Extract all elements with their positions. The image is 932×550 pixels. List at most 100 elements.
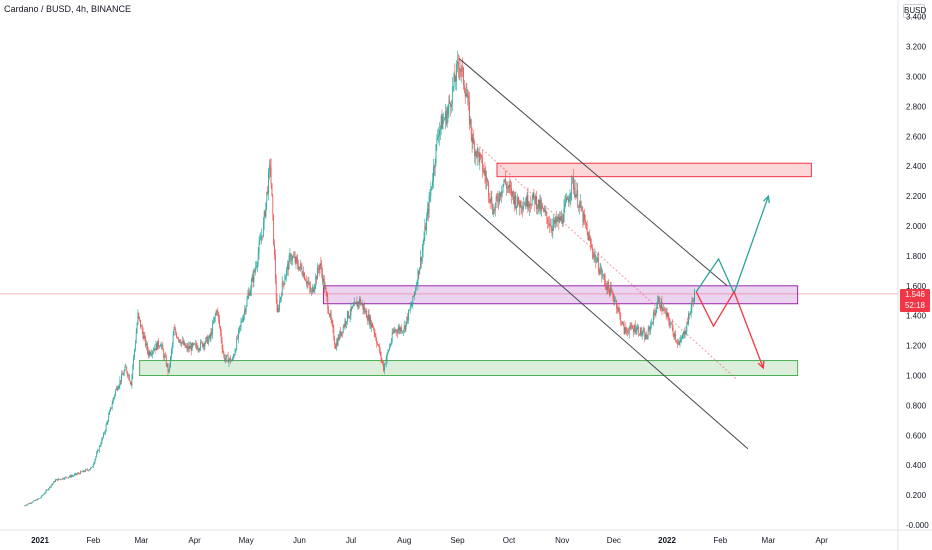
candle-body <box>682 331 684 335</box>
candle-body <box>422 244 424 251</box>
candle-body <box>286 268 287 277</box>
candle-body <box>565 201 567 203</box>
currency-badge[interactable]: BUSD <box>903 4 926 18</box>
candle-body <box>680 339 682 341</box>
candle-body <box>314 285 316 290</box>
candle-body <box>246 298 248 307</box>
candle-body <box>67 477 68 479</box>
candle-body <box>32 501 34 503</box>
candle-body <box>649 327 651 331</box>
resistance-zone <box>496 162 812 178</box>
candle-body <box>70 475 72 477</box>
candle-body <box>142 331 144 339</box>
candle-body <box>134 349 135 357</box>
candle-body <box>451 104 452 107</box>
candle-body <box>283 283 285 285</box>
candle-body <box>329 313 330 317</box>
candle-body <box>651 322 653 324</box>
candle-body <box>72 475 74 477</box>
candle-body <box>110 407 111 412</box>
candle-body <box>620 314 622 323</box>
candle-body <box>274 255 276 280</box>
candle-body <box>271 183 273 197</box>
candle-body <box>257 253 259 264</box>
candle-body <box>399 327 401 331</box>
candle-body <box>89 469 91 470</box>
price-tick-label: 1.600 <box>906 282 927 291</box>
support-zone <box>139 360 799 376</box>
candle-body <box>506 186 508 189</box>
candle-body <box>596 261 598 263</box>
candle-body <box>410 306 412 307</box>
candle-body <box>628 332 629 334</box>
candle-body <box>244 309 246 312</box>
candle-body <box>598 271 600 273</box>
candle-body <box>537 199 539 208</box>
candle-body <box>348 316 350 318</box>
candle-body <box>219 318 220 327</box>
candle-body <box>585 220 586 223</box>
candle-body <box>374 333 376 336</box>
candle-body <box>221 340 223 349</box>
candle-body <box>603 275 605 280</box>
candle-body <box>290 254 292 261</box>
candle-body <box>137 313 139 325</box>
candle-body <box>627 330 628 333</box>
candle-body <box>311 287 313 292</box>
candle-body <box>400 327 402 331</box>
candle-body <box>347 311 348 322</box>
candle-body <box>591 244 592 248</box>
candle-body <box>244 309 245 315</box>
candle-body <box>280 295 282 298</box>
candle-body <box>279 300 281 310</box>
candle-body <box>276 299 278 312</box>
candle-body <box>342 326 344 333</box>
candle-body <box>392 332 394 334</box>
candle-body <box>605 285 607 287</box>
candle-body <box>73 474 75 476</box>
candle-body <box>498 201 500 203</box>
candle-body <box>162 345 164 351</box>
candle-body <box>287 264 289 270</box>
candle-body <box>121 374 123 382</box>
candle-body <box>227 355 229 363</box>
candle-body <box>247 295 249 299</box>
candle-body <box>509 184 511 187</box>
candle-body <box>284 279 286 285</box>
candle-body <box>445 110 447 125</box>
candle-body <box>462 67 464 68</box>
candle-body <box>317 267 318 280</box>
zones-layer <box>139 162 812 376</box>
price-axis[interactable]: 3.400 3.200 3.000 2.800 2.600 2.400 2.200 2.000… <box>906 13 929 530</box>
candle-body <box>629 324 631 330</box>
candle-body <box>494 203 496 211</box>
candle-body <box>434 163 436 169</box>
candle-body <box>588 235 590 241</box>
candle-body <box>397 329 399 334</box>
candle-body <box>640 328 641 336</box>
candle-body <box>168 369 170 372</box>
candle-body <box>184 342 186 348</box>
candle-body <box>583 213 585 223</box>
time-axis[interactable]: 2021 Feb Mar Apr May Jun Jul Aug Sep Oct Nov Dec 202… <box>31 536 828 545</box>
candle-body <box>632 328 634 329</box>
candle-body <box>235 349 237 352</box>
candle-body <box>31 502 33 503</box>
candle-body <box>536 207 538 209</box>
candle-body <box>546 212 548 218</box>
candle-body <box>119 380 121 386</box>
candle-body <box>491 196 493 208</box>
candle-body <box>585 222 587 229</box>
candle-body <box>385 359 387 365</box>
candle-body <box>593 255 595 258</box>
candle-body <box>657 301 659 308</box>
time-tick-label: Dec <box>607 536 621 545</box>
candle-body <box>415 284 417 290</box>
candle-body <box>407 316 409 321</box>
candle-body <box>298 266 299 270</box>
candle-body <box>262 222 264 237</box>
candle-body <box>664 310 666 311</box>
candle-body <box>360 298 361 305</box>
candle-body <box>507 186 509 188</box>
